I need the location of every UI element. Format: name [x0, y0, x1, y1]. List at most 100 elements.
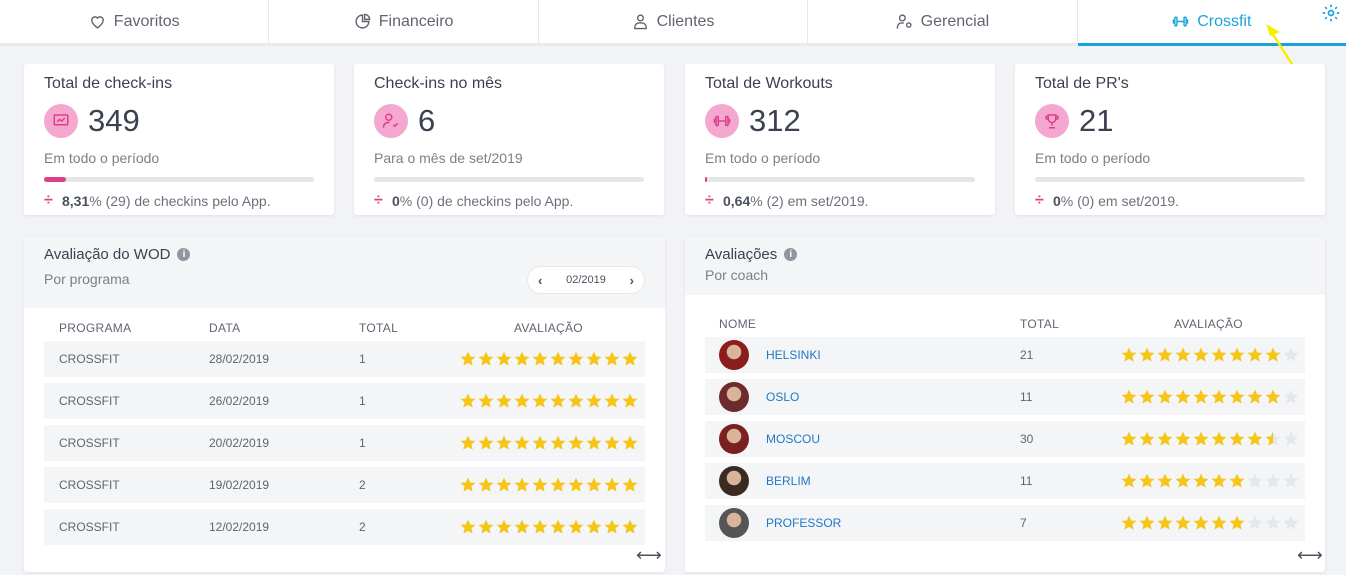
table-row[interactable]: HELSINKI 21 [705, 337, 1305, 373]
avatar [719, 382, 749, 412]
foot-percent: 8,31 [62, 193, 90, 209]
star-filled-icon [1264, 430, 1282, 451]
avatar [719, 466, 749, 496]
table-row[interactable]: OSLO 11 [705, 379, 1305, 415]
progress-bar [374, 177, 644, 182]
trophy-icon [1035, 104, 1069, 138]
expand-icon[interactable]: ⟷ [636, 545, 662, 565]
star-filled-icon [1246, 430, 1264, 451]
user-gear-icon [896, 14, 912, 29]
star-filled-icon [1264, 388, 1282, 409]
progress-bar [1035, 177, 1305, 182]
star-filled-icon [531, 476, 549, 497]
star-empty-icon [1282, 472, 1300, 493]
stat-title: Total de Workouts [705, 75, 833, 92]
table-row[interactable]: CROSSFIT 20/02/2019 1 [44, 425, 645, 461]
stat-card-checkins-mes: Check-ins no mês 6 Para o mês de set/201… [354, 64, 664, 215]
rating-stars [1120, 430, 1300, 451]
coach-name-link[interactable]: HELSINKI [766, 348, 821, 362]
tab-favoritos[interactable]: Favoritos [0, 0, 270, 43]
col-total[interactable]: TOTAL [1020, 317, 1060, 331]
star-filled-icon [1156, 514, 1174, 535]
star-filled-icon [1120, 472, 1138, 493]
wod-rating-card: Avaliação do WOD i Por programa ‹ 02/2019… [24, 237, 665, 572]
star-filled-icon [1174, 388, 1192, 409]
cell-programa: CROSSFIT [59, 352, 120, 366]
tab-gerencial[interactable]: Gerencial [808, 0, 1078, 43]
foot-percent: 0 [392, 193, 400, 209]
col-data[interactable]: DATA [209, 321, 241, 335]
table-row[interactable]: CROSSFIT 26/02/2019 1 [44, 383, 645, 419]
table-row[interactable]: PROFESSOR 7 [705, 505, 1305, 541]
star-filled-icon [621, 476, 639, 497]
cell-total: 1 [359, 436, 366, 450]
cell-total: 7 [1020, 516, 1027, 530]
avatar [719, 424, 749, 454]
star-empty-icon [1264, 514, 1282, 535]
table-row[interactable]: BERLIM 11 [705, 463, 1305, 499]
star-filled-icon [513, 434, 531, 455]
tab-clientes[interactable]: Clientes [539, 0, 809, 43]
tab-financeiro[interactable]: Financeiro [269, 0, 539, 43]
coach-name-link[interactable]: OSLO [766, 390, 800, 404]
prev-month-button[interactable]: ‹ [538, 272, 543, 288]
star-filled-icon [603, 392, 621, 413]
table-row[interactable]: CROSSFIT 12/02/2019 2 [44, 509, 645, 545]
cell-total: 2 [359, 520, 366, 534]
col-avaliacao[interactable]: AVALIAÇÃO [514, 321, 583, 335]
tab-crossfit[interactable]: Crossfit [1077, 0, 1346, 46]
star-filled-icon [477, 350, 495, 371]
star-filled-icon [1120, 346, 1138, 367]
stat-title: Check-ins no mês [374, 75, 503, 92]
info-icon[interactable]: i [177, 248, 191, 261]
star-filled-icon [531, 434, 549, 455]
star-filled-icon [1138, 346, 1156, 367]
rating-stars [459, 518, 639, 539]
gear-icon[interactable] [1321, 3, 1341, 23]
star-filled-icon [1138, 430, 1156, 451]
star-filled-icon [495, 518, 513, 539]
star-filled-icon [1192, 346, 1210, 367]
divide-icon: ÷ [374, 192, 383, 209]
table-row[interactable]: CROSSFIT 28/02/2019 1 [44, 341, 645, 377]
divide-icon: ÷ [44, 192, 53, 209]
coach-name-link[interactable]: BERLIM [766, 474, 811, 488]
info-icon[interactable]: i [784, 248, 798, 261]
stat-value: 312 [749, 103, 801, 138]
next-month-button[interactable]: › [629, 272, 634, 288]
coach-name-link[interactable]: MOSCOU [766, 432, 820, 446]
col-total[interactable]: TOTAL [359, 321, 399, 335]
col-avaliacao[interactable]: AVALIAÇÃO [1174, 317, 1243, 331]
star-empty-icon [1264, 472, 1282, 493]
tab-label: Crossfit [1197, 12, 1252, 30]
star-filled-icon [1246, 388, 1264, 409]
cell-data: 19/02/2019 [209, 478, 270, 492]
stat-subtitle: Em todo o período [44, 150, 160, 166]
star-filled-icon [603, 434, 621, 455]
star-filled-icon [1210, 472, 1228, 493]
table-row[interactable]: CROSSFIT 19/02/2019 2 [44, 467, 645, 503]
col-programa[interactable]: PROGRAMA [59, 321, 132, 335]
cell-total: 1 [359, 352, 366, 366]
star-empty-icon [1282, 388, 1300, 409]
star-filled-icon [1156, 388, 1174, 409]
star-empty-icon [1282, 430, 1300, 451]
star-filled-icon [549, 434, 567, 455]
coach-name-link[interactable]: PROFESSOR [766, 516, 842, 530]
col-nome[interactable]: NOME [719, 317, 757, 331]
table-row[interactable]: MOSCOU 30 [705, 421, 1305, 457]
expand-icon[interactable]: ⟷ [1297, 545, 1323, 565]
star-empty-icon [1246, 472, 1264, 493]
star-filled-icon [585, 350, 603, 371]
cell-programa: CROSSFIT [59, 436, 120, 450]
rating-stars [459, 392, 639, 413]
tab-label: Financeiro [378, 12, 454, 30]
star-filled-icon [585, 518, 603, 539]
cell-data: 28/02/2019 [209, 352, 270, 366]
star-filled-icon [603, 476, 621, 497]
current-month: 02/2019 [566, 274, 606, 286]
star-filled-icon [513, 392, 531, 413]
cell-data: 20/02/2019 [209, 436, 270, 450]
tab-label: Gerencial [920, 12, 990, 30]
star-filled-icon [567, 434, 585, 455]
